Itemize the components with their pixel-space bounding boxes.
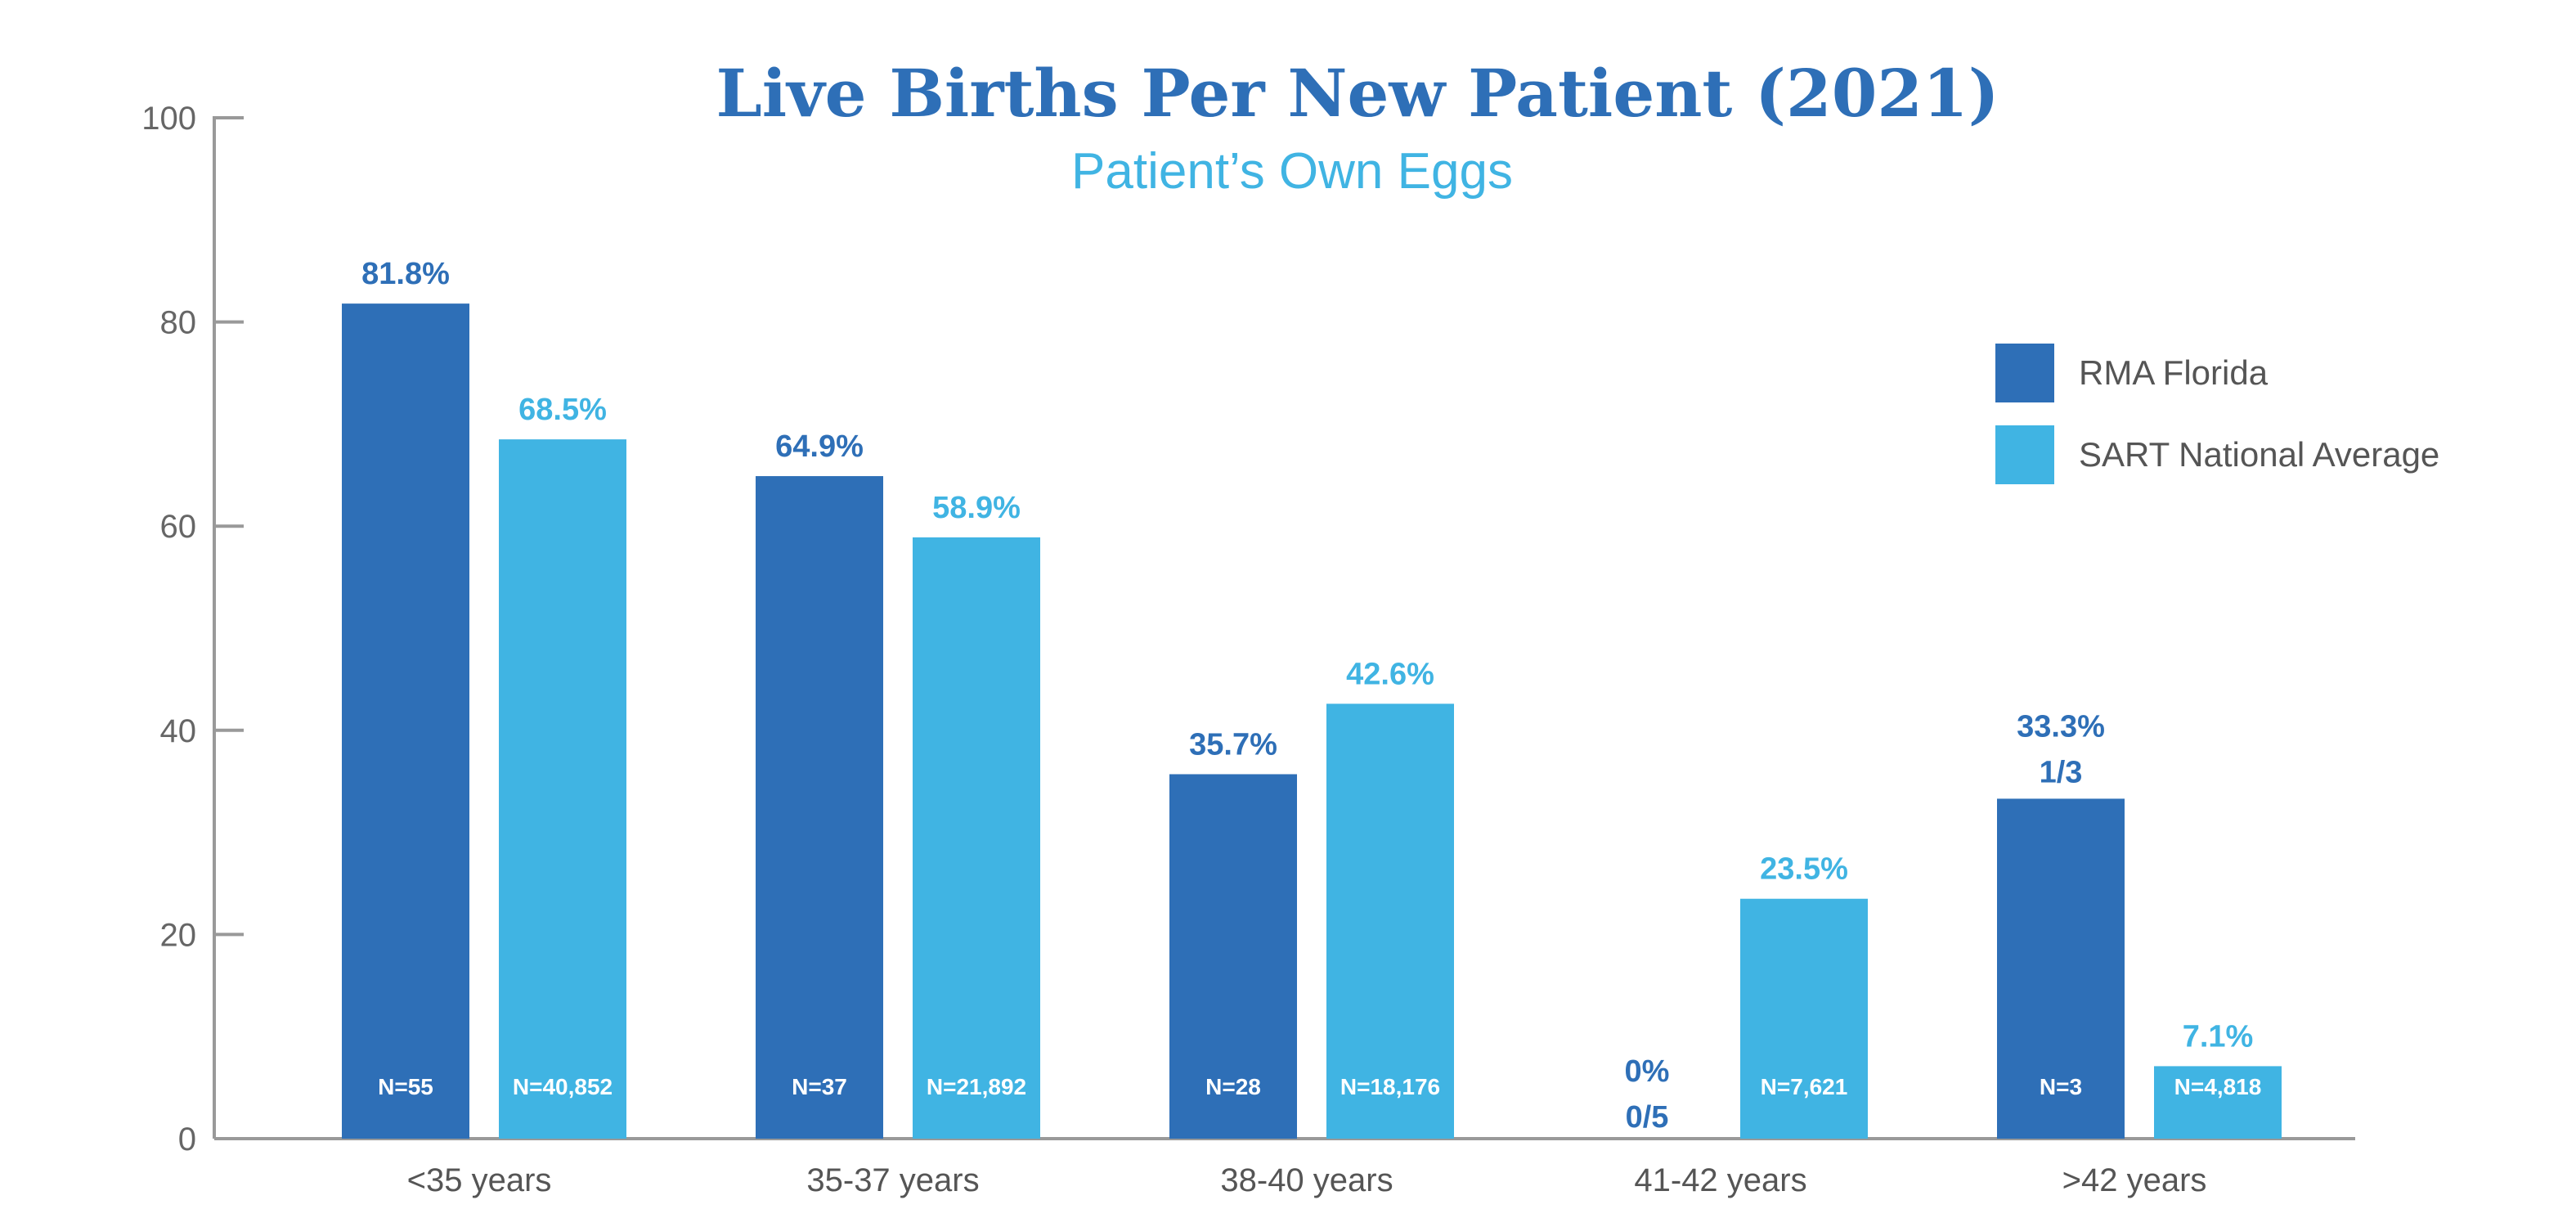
bar xyxy=(2154,1066,2282,1139)
legend-swatch xyxy=(1995,344,2054,402)
sample-size-label: N=18,176 xyxy=(1340,1074,1440,1099)
data-label: 58.9% xyxy=(932,491,1021,525)
sample-size-label: N=28 xyxy=(1205,1074,1261,1099)
y-tick-label: 60 xyxy=(160,509,197,545)
data-label: 7.1% xyxy=(2183,1019,2254,1054)
data-label: 64.9% xyxy=(775,429,864,464)
bar xyxy=(1997,798,2125,1139)
data-label: 0% xyxy=(1625,1054,1670,1089)
data-label: 68.5% xyxy=(518,393,607,427)
sample-size-label: N=3 xyxy=(2040,1074,2082,1099)
data-sublabel: 1/3 xyxy=(2040,755,2083,789)
data-label: 23.5% xyxy=(1760,852,1848,887)
chart-title: Live Births Per New Patient (2021) xyxy=(716,55,1999,132)
bar xyxy=(913,537,1040,1139)
sample-size-label: N=37 xyxy=(792,1074,847,1099)
sample-size-label: N=4,818 xyxy=(2174,1074,2262,1099)
data-label: 33.3% xyxy=(2017,709,2105,744)
legend-label: SART National Average xyxy=(2079,435,2439,474)
x-tick-label: >42 years xyxy=(2062,1162,2207,1198)
data-sublabel: 0/5 xyxy=(1626,1100,1669,1135)
legend-label: RMA Florida xyxy=(2079,353,2269,392)
sample-size-label: N=55 xyxy=(378,1074,433,1099)
x-tick-label: <35 years xyxy=(407,1162,552,1198)
data-label: 42.6% xyxy=(1346,657,1434,691)
y-tick-label: 80 xyxy=(160,305,197,341)
sample-size-label: N=40,852 xyxy=(513,1074,613,1099)
bar xyxy=(756,476,883,1139)
sample-size-label: N=7,621 xyxy=(1761,1074,1848,1099)
legend: RMA Florida SART National Average xyxy=(1995,344,2439,484)
x-tick-label: 38-40 years xyxy=(1220,1162,1393,1198)
legend-swatch xyxy=(1995,425,2054,484)
sample-size-label: N=21,892 xyxy=(927,1074,1026,1099)
data-label: 81.8% xyxy=(361,257,450,291)
x-tick-label: 35-37 years xyxy=(806,1162,979,1198)
y-tick-label: 40 xyxy=(160,713,197,749)
bar xyxy=(1169,774,1297,1139)
bar xyxy=(1740,898,1868,1139)
y-tick-label: 100 xyxy=(141,101,196,137)
chart-subtitle: Patient’s Own Eggs xyxy=(1071,143,1513,200)
x-tick-label: 41-42 years xyxy=(1634,1162,1806,1198)
bars: 81.8% N=55 64.9% N=37 35.7% N=28 0% 0/5 33.3% 1/3… xyxy=(342,257,2282,1139)
bar xyxy=(1326,703,1454,1139)
bar xyxy=(499,439,626,1139)
bar xyxy=(342,303,469,1139)
y-tick-label: 20 xyxy=(160,917,197,953)
data-label: 35.7% xyxy=(1189,727,1277,762)
y-tick-label: 0 xyxy=(178,1121,196,1157)
